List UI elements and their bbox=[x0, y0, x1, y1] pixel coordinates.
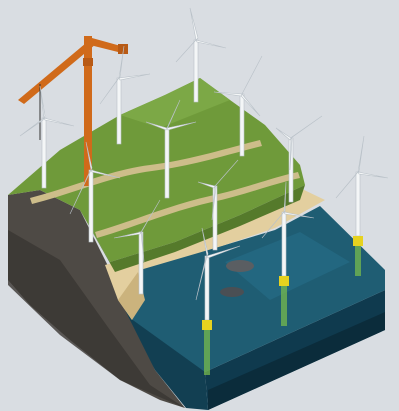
wind-turbine bbox=[145, 99, 197, 199]
crane-counterweight bbox=[118, 44, 128, 54]
sea-side bbox=[120, 300, 208, 410]
sand-beach bbox=[105, 188, 325, 320]
wind-turbine bbox=[197, 159, 239, 251]
wind-turbine bbox=[275, 115, 323, 203]
offshore-foundations bbox=[202, 236, 363, 375]
rock bbox=[226, 260, 254, 272]
wind-turbines bbox=[19, 7, 389, 321]
wind-turbine bbox=[175, 7, 227, 103]
road-lower bbox=[95, 172, 300, 238]
sea-front-shade bbox=[208, 312, 385, 410]
wind-turbine bbox=[335, 135, 389, 237]
road-upper bbox=[30, 140, 262, 204]
sea-surface-highlight bbox=[225, 232, 350, 300]
wind-turbine bbox=[261, 181, 315, 277]
foundation bbox=[353, 236, 363, 276]
construction-crane bbox=[18, 36, 128, 186]
foundation bbox=[202, 320, 212, 375]
wind-turbine bbox=[99, 45, 151, 145]
wind-turbine bbox=[69, 141, 121, 243]
crane-cab bbox=[83, 58, 93, 66]
crane-jib bbox=[18, 38, 96, 104]
wind-turbine bbox=[19, 85, 75, 189]
crane-mast bbox=[84, 36, 92, 186]
grass-back-slope bbox=[120, 78, 230, 128]
foundation bbox=[279, 276, 289, 326]
rock bbox=[220, 287, 244, 297]
rock-cliff-shade bbox=[8, 230, 185, 408]
sand-beach-edge bbox=[118, 272, 145, 320]
wind-turbine bbox=[213, 55, 263, 157]
rock-cliff-side bbox=[8, 190, 185, 408]
wind-turbine bbox=[113, 199, 161, 295]
